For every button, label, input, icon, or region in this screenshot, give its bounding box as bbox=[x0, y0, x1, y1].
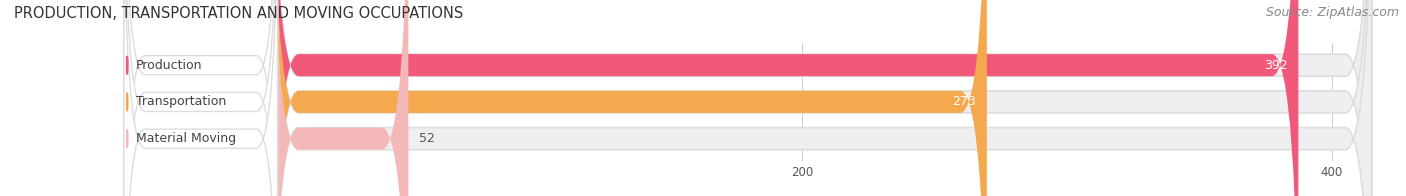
FancyBboxPatch shape bbox=[124, 0, 277, 196]
FancyBboxPatch shape bbox=[273, 0, 1372, 196]
FancyBboxPatch shape bbox=[124, 0, 277, 196]
FancyBboxPatch shape bbox=[124, 0, 277, 196]
Text: Source: ZipAtlas.com: Source: ZipAtlas.com bbox=[1265, 6, 1399, 19]
Text: PRODUCTION, TRANSPORTATION AND MOVING OCCUPATIONS: PRODUCTION, TRANSPORTATION AND MOVING OC… bbox=[14, 6, 464, 21]
FancyBboxPatch shape bbox=[273, 0, 1298, 196]
Text: Material Moving: Material Moving bbox=[136, 132, 236, 145]
Text: Production: Production bbox=[136, 59, 202, 72]
FancyBboxPatch shape bbox=[273, 0, 408, 196]
Text: 52: 52 bbox=[419, 132, 434, 145]
Text: 392: 392 bbox=[1264, 59, 1288, 72]
FancyBboxPatch shape bbox=[273, 0, 1372, 196]
FancyBboxPatch shape bbox=[273, 0, 1372, 196]
Text: Transportation: Transportation bbox=[136, 95, 226, 108]
FancyBboxPatch shape bbox=[273, 0, 987, 196]
Text: 273: 273 bbox=[952, 95, 976, 108]
